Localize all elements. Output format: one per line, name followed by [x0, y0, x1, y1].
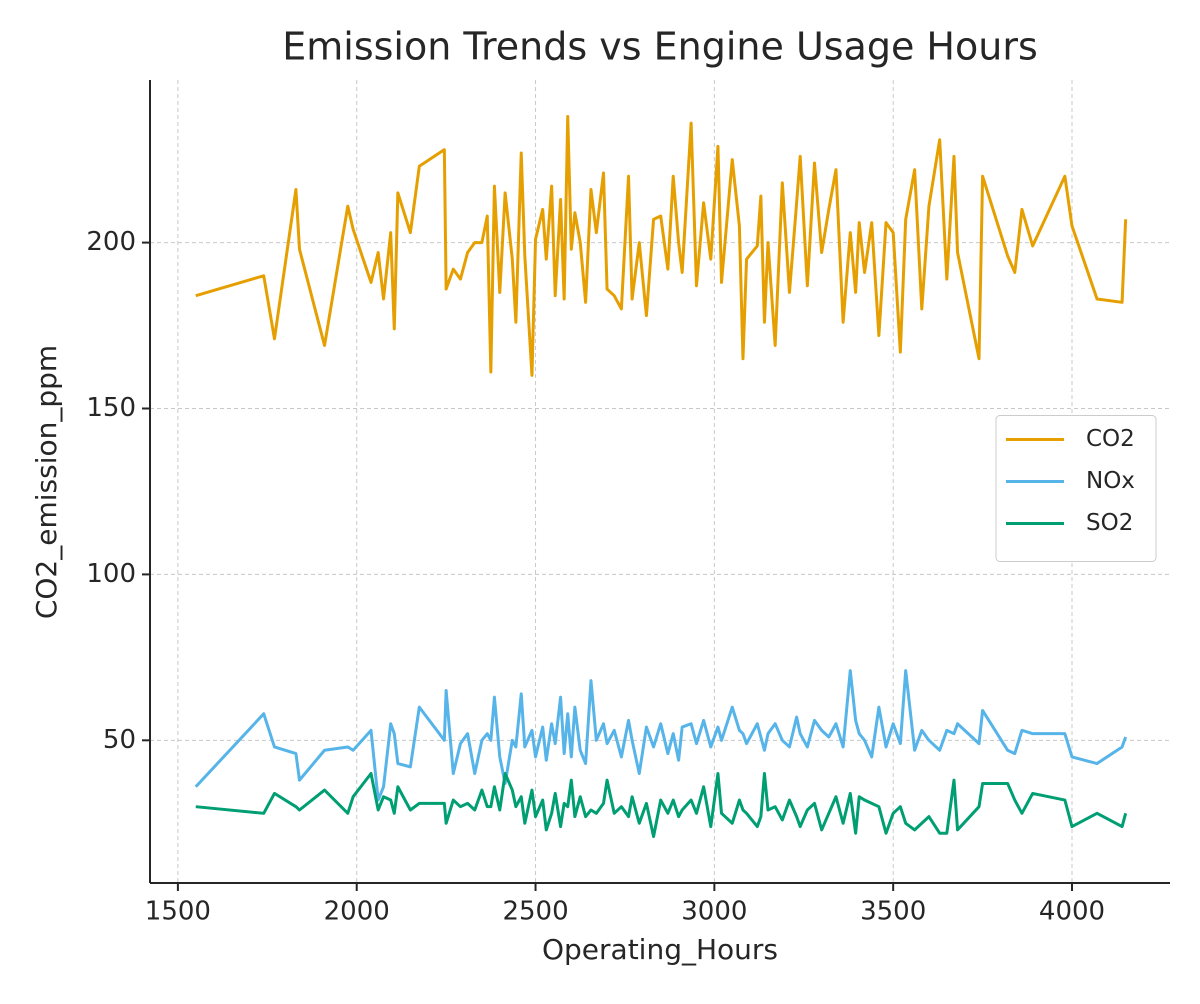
series-line	[195, 772, 1128, 839]
y-axis-label: CO2_emission_ppm	[30, 345, 63, 619]
y-tick-label: 150	[86, 393, 136, 423]
series-line	[195, 115, 1128, 377]
legend-label: SO2	[1086, 510, 1133, 536]
chart-title: Emission Trends vs Engine Usage Hours	[282, 25, 1038, 69]
legend: CO2 NOx SO2	[995, 415, 1157, 562]
x-tick-label: 2500	[502, 897, 568, 927]
x-tick-label: 3000	[681, 897, 747, 927]
legend-label: NOx	[1086, 468, 1135, 494]
y-tick-label: 200	[86, 227, 136, 257]
y-tick-label: 50	[103, 725, 136, 755]
legend-label: CO2	[1086, 426, 1135, 452]
x-axis-label: Operating_Hours	[542, 933, 778, 966]
y-tick-label: 100	[86, 559, 136, 589]
x-tick-label: 4000	[1039, 897, 1105, 927]
x-tick-label: 2000	[324, 897, 390, 927]
x-tick-label: 3500	[860, 897, 926, 927]
x-tick-label: 1500	[145, 897, 211, 927]
plot-area	[150, 80, 1170, 883]
series-line	[194, 669, 1128, 802]
